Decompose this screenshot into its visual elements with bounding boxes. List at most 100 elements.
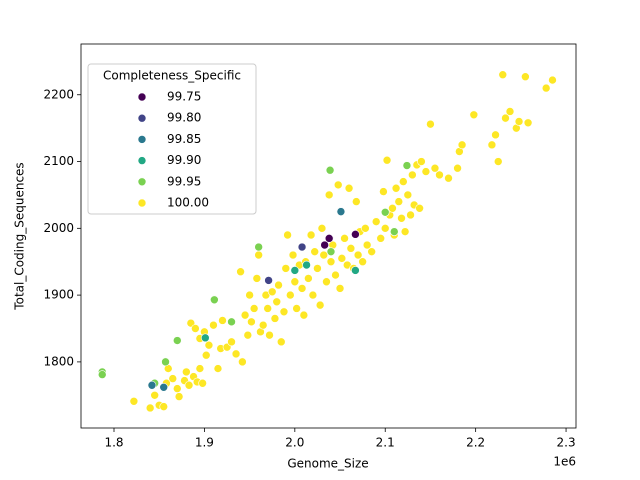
point [389, 227, 399, 236]
x-tick-label: 2.3 [557, 436, 576, 450]
point [247, 317, 256, 327]
point [159, 402, 169, 411]
y-tick-label: 1800 [43, 354, 74, 368]
point [361, 224, 370, 233]
point [333, 180, 343, 190]
point [272, 297, 282, 307]
point [379, 187, 388, 196]
point [380, 224, 390, 233]
point [265, 330, 274, 340]
point [290, 266, 300, 275]
point [352, 197, 361, 206]
x-axis-label: Genome_Size [287, 457, 368, 471]
point [406, 210, 415, 220]
point [310, 247, 320, 256]
point [444, 173, 453, 183]
point [415, 203, 424, 213]
point [258, 320, 268, 330]
point [227, 337, 236, 347]
point [201, 350, 211, 360]
point [371, 217, 381, 226]
legend-box [87, 63, 257, 215]
point [159, 382, 169, 392]
point [299, 310, 309, 320]
point [358, 257, 367, 267]
point [521, 72, 530, 82]
y-axis-label: Total_Coding_Sequences [13, 162, 27, 310]
point [283, 230, 292, 240]
point [400, 227, 410, 236]
point [249, 304, 259, 313]
point [297, 284, 307, 293]
point [290, 277, 300, 287]
point [150, 390, 159, 400]
point [297, 242, 307, 252]
point [236, 267, 245, 277]
point [245, 290, 254, 300]
y-tick-label: 2100 [43, 154, 74, 168]
point [270, 314, 280, 323]
point [274, 280, 283, 290]
legend-label: 99.95 [167, 174, 201, 188]
point [172, 336, 182, 345]
point [147, 380, 157, 390]
point [238, 357, 247, 367]
point [382, 155, 392, 165]
point [322, 277, 331, 287]
x-tick-label: 2.0 [285, 436, 304, 450]
point [399, 177, 408, 186]
point [469, 110, 479, 120]
point [331, 270, 340, 280]
point [493, 157, 503, 166]
point [161, 357, 170, 367]
point [380, 207, 390, 217]
point [264, 276, 273, 285]
point [367, 247, 376, 256]
point [174, 392, 184, 401]
legend: Completeness_Specific 99.75 99.80 99.85 99.… [87, 63, 257, 215]
point [326, 257, 336, 267]
legend-title: Completeness_Specific [103, 69, 241, 83]
legend-marker [137, 156, 147, 165]
point [243, 330, 253, 340]
point [403, 190, 413, 200]
point [145, 403, 155, 413]
point [182, 367, 191, 377]
point [391, 183, 401, 193]
legend-label: 99.90 [167, 153, 201, 167]
point [421, 167, 431, 176]
point [231, 349, 241, 359]
legend-marker [137, 135, 147, 144]
point [191, 324, 200, 333]
point [254, 242, 263, 252]
legend-label: 99.85 [167, 132, 201, 146]
point [213, 364, 223, 373]
point [487, 140, 497, 150]
point [276, 337, 286, 347]
point [304, 274, 313, 283]
point [491, 130, 500, 140]
point [286, 290, 295, 300]
legend-marker [137, 198, 147, 208]
point [353, 250, 363, 260]
point [320, 240, 329, 250]
point [505, 107, 515, 116]
point [209, 320, 218, 330]
point [346, 244, 356, 253]
legend-marker [137, 177, 147, 187]
y-tick-label: 1900 [43, 288, 74, 302]
x-offset-label: 1e6 [553, 455, 576, 469]
point [324, 190, 334, 200]
point [501, 113, 510, 123]
point [417, 157, 426, 166]
point [351, 266, 360, 275]
legend-label: 99.80 [167, 111, 201, 125]
point [204, 340, 214, 350]
legend-marker [137, 92, 147, 102]
legend-label: 100.00 [167, 196, 209, 210]
point [351, 230, 360, 239]
point [326, 247, 336, 256]
point [313, 264, 322, 273]
point [218, 316, 227, 325]
